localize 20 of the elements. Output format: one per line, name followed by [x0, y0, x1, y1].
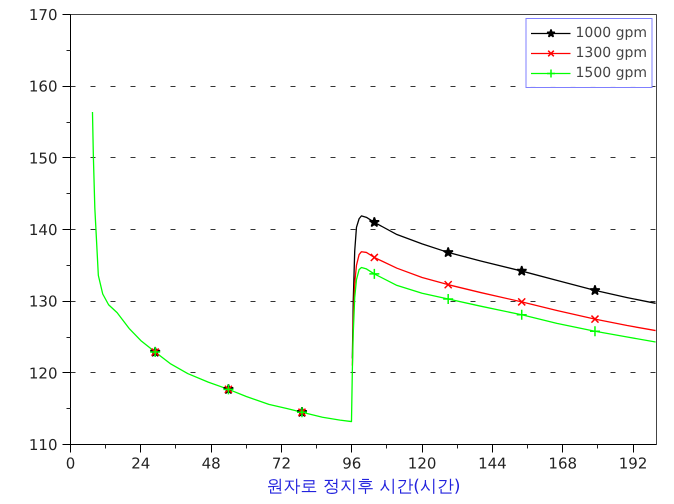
x-tick-label: 72: [272, 454, 292, 472]
legend-label: 1300 gpm: [576, 45, 647, 61]
x-tick-label: 0: [66, 454, 76, 472]
x-axis-title: 원자로 정지후 시간(시간): [266, 476, 461, 496]
x-tick-label: 168: [548, 454, 578, 472]
legend-label: 1000 gpm: [576, 25, 647, 41]
x-tick-label: 144: [478, 454, 507, 472]
y-tick-label: 130: [28, 292, 58, 311]
y-tick-label: 120: [28, 364, 58, 382]
x-tick-label: 24: [131, 454, 150, 472]
x-tick-label: 96: [342, 454, 362, 472]
x-tick-label: 120: [408, 454, 436, 472]
y-tick-label: 110: [28, 436, 58, 454]
x-tick-label: 192: [618, 454, 648, 472]
legend-label: 1500 gpm: [576, 65, 647, 81]
y-tick-label: 140: [28, 221, 58, 239]
x-tick-label: 48: [202, 454, 221, 472]
y-tick-label: 160: [28, 78, 58, 96]
y-tick-label: 170: [28, 6, 58, 24]
y-tick-label: 150: [28, 149, 58, 168]
